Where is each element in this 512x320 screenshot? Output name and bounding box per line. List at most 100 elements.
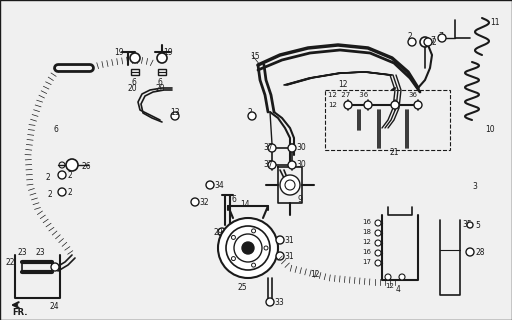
Text: 2: 2: [408, 32, 413, 41]
Circle shape: [218, 218, 278, 278]
Circle shape: [391, 101, 399, 109]
Text: 19: 19: [114, 48, 123, 57]
Circle shape: [231, 257, 236, 260]
Text: 31: 31: [284, 252, 293, 261]
Text: 37: 37: [263, 160, 273, 169]
Text: 29: 29: [214, 228, 224, 237]
Circle shape: [66, 159, 78, 171]
Circle shape: [399, 274, 405, 280]
Bar: [131, 69, 139, 75]
Circle shape: [375, 240, 381, 246]
Text: 12: 12: [310, 270, 319, 279]
Text: 2: 2: [432, 38, 437, 47]
Text: 14: 14: [240, 200, 250, 209]
Circle shape: [242, 242, 254, 254]
Text: 16: 16: [362, 219, 371, 225]
Text: 18: 18: [362, 229, 371, 235]
Text: 12  27    36: 12 27 36: [328, 92, 368, 98]
Text: 16: 16: [362, 249, 371, 255]
Circle shape: [268, 161, 276, 169]
Circle shape: [58, 171, 66, 179]
Circle shape: [375, 260, 381, 266]
Text: 30: 30: [296, 160, 306, 169]
Circle shape: [251, 263, 255, 267]
Circle shape: [266, 298, 274, 306]
Text: 34: 34: [214, 181, 224, 190]
Text: 33: 33: [274, 298, 284, 307]
Text: 37: 37: [263, 143, 273, 152]
Text: 4: 4: [396, 285, 401, 294]
Text: 22: 22: [6, 258, 15, 267]
Text: 23: 23: [18, 248, 28, 257]
Text: 20: 20: [128, 84, 138, 93]
Text: 31: 31: [284, 236, 293, 245]
Text: 2: 2: [48, 190, 53, 199]
Circle shape: [276, 236, 284, 244]
Text: 2: 2: [45, 173, 50, 182]
Circle shape: [344, 101, 352, 109]
Bar: [325, 90, 450, 150]
Text: 24: 24: [50, 302, 59, 311]
Circle shape: [268, 144, 276, 152]
Text: 11: 11: [490, 18, 500, 27]
Circle shape: [375, 220, 381, 226]
Circle shape: [424, 38, 432, 46]
Text: 12: 12: [362, 239, 371, 245]
Circle shape: [218, 228, 226, 236]
Circle shape: [364, 101, 372, 109]
Text: 6: 6: [232, 195, 237, 204]
Text: 25: 25: [238, 283, 248, 292]
Text: 5: 5: [475, 221, 480, 230]
Text: 23: 23: [36, 248, 46, 257]
Text: 35: 35: [462, 220, 472, 229]
Text: 15: 15: [250, 52, 260, 61]
Circle shape: [385, 274, 391, 280]
Circle shape: [375, 250, 381, 256]
Text: 28: 28: [475, 248, 484, 257]
Text: 13: 13: [170, 108, 180, 117]
Circle shape: [408, 38, 416, 46]
Circle shape: [276, 252, 284, 260]
Circle shape: [375, 230, 381, 236]
Circle shape: [288, 161, 296, 169]
Circle shape: [171, 112, 179, 120]
Text: 2: 2: [67, 171, 72, 180]
Circle shape: [414, 101, 422, 109]
Circle shape: [206, 181, 214, 189]
Text: 9: 9: [297, 195, 302, 204]
Circle shape: [420, 37, 430, 47]
Circle shape: [191, 198, 199, 206]
Circle shape: [51, 263, 59, 271]
Text: 12: 12: [338, 80, 348, 89]
Circle shape: [251, 229, 255, 233]
Text: 20: 20: [156, 84, 165, 93]
Text: 2: 2: [248, 108, 253, 117]
Text: 12: 12: [328, 102, 337, 108]
Circle shape: [280, 175, 300, 195]
Bar: [158, 69, 166, 75]
Text: 21: 21: [390, 148, 399, 157]
Text: 7: 7: [430, 36, 435, 45]
Text: 2: 2: [67, 188, 72, 197]
Circle shape: [58, 188, 66, 196]
Circle shape: [288, 144, 296, 152]
Circle shape: [248, 112, 256, 120]
Text: 17: 17: [362, 259, 371, 265]
Text: 19: 19: [163, 48, 173, 57]
Text: 30: 30: [296, 143, 306, 152]
Text: FR.: FR.: [12, 308, 28, 317]
Text: 6: 6: [131, 78, 136, 87]
Circle shape: [466, 248, 474, 256]
Text: 3: 3: [472, 182, 477, 191]
Text: 6: 6: [158, 78, 163, 87]
Circle shape: [231, 236, 236, 239]
Circle shape: [130, 53, 140, 63]
Circle shape: [438, 34, 446, 42]
Circle shape: [157, 53, 167, 63]
Text: 36: 36: [408, 92, 417, 98]
Text: 7: 7: [438, 32, 443, 41]
Text: 6: 6: [53, 125, 58, 134]
Circle shape: [467, 222, 473, 228]
Text: 12: 12: [385, 283, 394, 289]
Text: 26: 26: [82, 162, 92, 171]
